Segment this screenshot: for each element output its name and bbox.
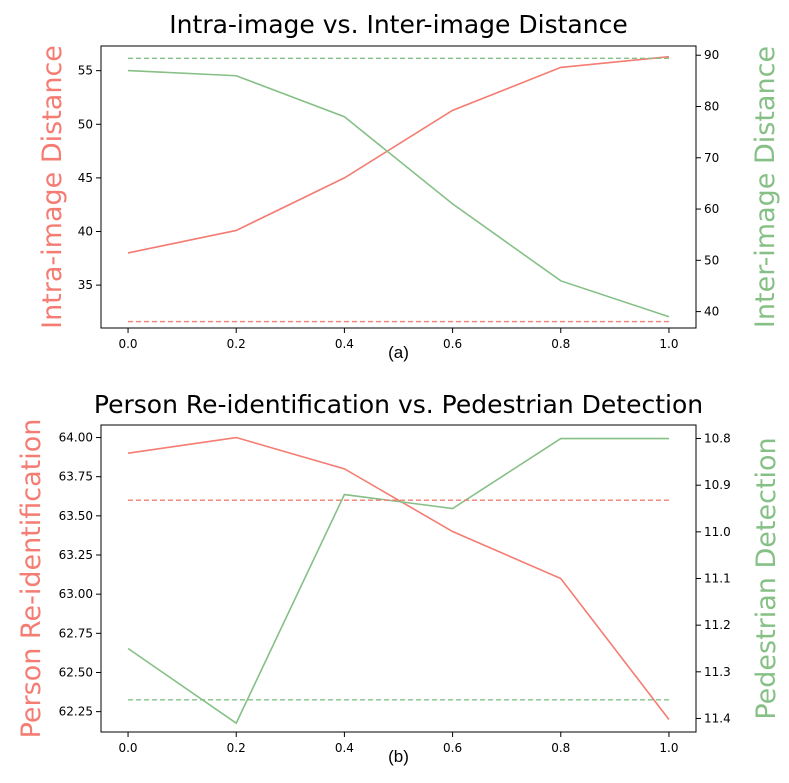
x-tick-label: 1.0 — [659, 337, 678, 351]
chart-title: Person Re-identification vs. Pedestrian … — [94, 390, 703, 419]
panel-caption: (b) — [388, 747, 409, 766]
right-tick-label: 90 — [704, 48, 719, 62]
right-tick-label: 11.0 — [704, 525, 731, 539]
x-tick-label: 0.6 — [443, 337, 462, 351]
right-tick-label: 11.4 — [704, 711, 731, 725]
right-tick-label: 70 — [704, 151, 719, 165]
left-tick-label: 55 — [78, 64, 93, 78]
plot-frame — [100, 45, 697, 329]
series-line-right-solid-1 — [127, 437, 669, 725]
x-tick-label: 0.2 — [227, 337, 246, 351]
left-tick-label: 63.50 — [59, 509, 93, 523]
series-line-right-solid-1 — [128, 69, 670, 318]
left-tick-label: 62.25 — [59, 705, 93, 719]
left-tick-label: 63.00 — [59, 587, 93, 601]
right-tick-label: 80 — [704, 100, 719, 114]
series-line-left-solid-0 — [127, 55, 670, 254]
right-tick-label: 11.1 — [704, 572, 731, 586]
left-tick-label: 63.75 — [59, 470, 93, 484]
left-tick-label: 62.50 — [59, 665, 93, 679]
right-axis-label: Pedestrian Detection — [751, 437, 782, 719]
plot-frame — [100, 424, 697, 733]
left-axis-label: Intra-image Distance — [37, 45, 68, 329]
x-tick-label: 0.8 — [551, 741, 570, 755]
left-axis-label: Person Re-identification — [16, 419, 47, 739]
chart-panel-b: 0.0 0.2 0.4 0.6 0.8 1.0 62.25 62.50 62.75 63.00 63… — [16, 390, 782, 766]
chart-title: Intra-image vs. Inter-image Distance — [169, 10, 627, 39]
x-tick-label: 0.0 — [118, 741, 137, 755]
x-tick-label: 0.2 — [227, 741, 246, 755]
right-tick-label: 10.8 — [704, 432, 731, 446]
left-tick-label: 45 — [78, 171, 93, 185]
left-tick-label: 35 — [78, 278, 93, 292]
x-tick-label: 0.6 — [443, 741, 462, 755]
left-tick-label: 63.25 — [59, 548, 93, 562]
panel-caption: (a) — [388, 343, 409, 362]
x-tick-label: 0.8 — [551, 337, 570, 351]
x-tick-label: 0.0 — [118, 337, 137, 351]
right-tick-label: 50 — [704, 253, 719, 267]
right-axis-label: Inter-image Distance — [750, 46, 781, 328]
right-tick-label: 60 — [704, 202, 719, 216]
left-tick-label: 62.75 — [59, 626, 93, 640]
left-tick-label: 40 — [78, 224, 93, 238]
x-tick-label: 0.4 — [335, 741, 354, 755]
series-line-left-solid-0 — [127, 436, 670, 720]
left-tick-label: 64.00 — [59, 431, 93, 445]
left-tick-label: 50 — [78, 117, 93, 131]
right-tick-label: 11.3 — [704, 665, 731, 679]
x-tick-label: 0.4 — [335, 337, 354, 351]
right-tick-label: 11.2 — [704, 618, 731, 632]
series-group — [127, 55, 670, 323]
right-tick-label: 40 — [704, 305, 719, 319]
x-tick-label: 1.0 — [659, 741, 678, 755]
series-group — [127, 436, 670, 725]
right-tick-label: 10.9 — [704, 478, 731, 492]
chart-panel-a: 0.0 0.2 0.4 0.6 0.8 1.0 35 40 45 50 55 40 50 60 70 80 90… — [37, 10, 781, 362]
